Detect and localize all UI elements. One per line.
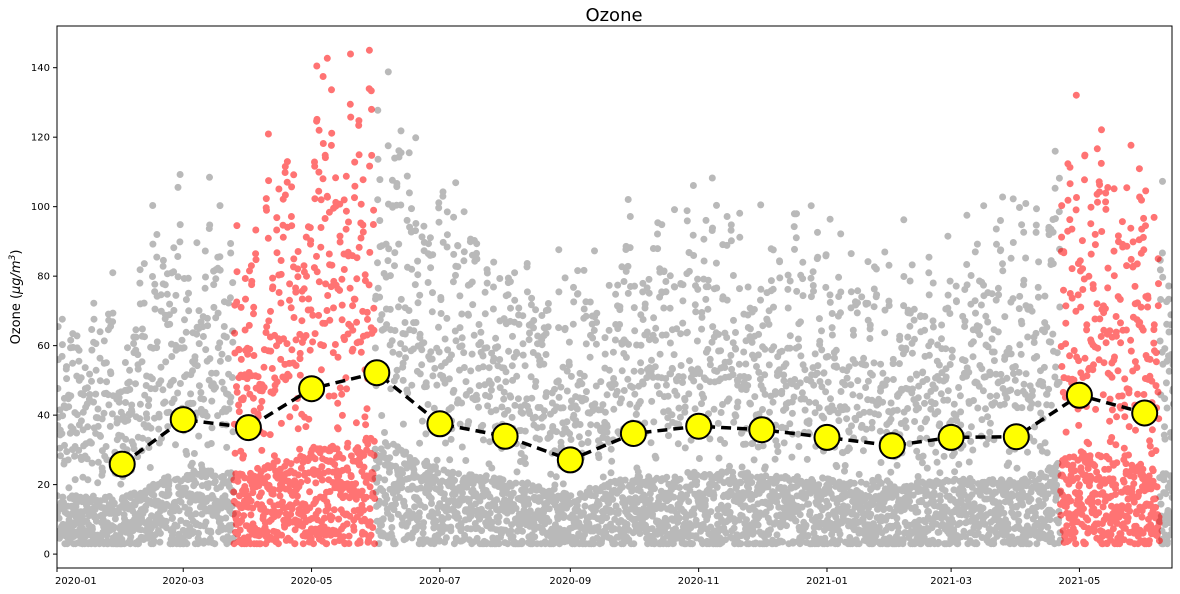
monthly-mean-marker-2020-09-01 — [556, 446, 584, 474]
y-axis-title: Ozone (μg/m3) — [8, 250, 24, 345]
y-tick-label-100: 100 — [31, 202, 50, 213]
x-tick-label-2021-03: 2021-03 — [930, 576, 972, 587]
x-tick-label-2020-01: 2020-01 — [55, 576, 97, 587]
y-tick-label-140: 140 — [31, 63, 50, 74]
plot-area — [57, 46, 1172, 548]
y-axis-title-unit: μg/m — [9, 260, 24, 295]
monthly-mean-marker-2021-03-01 — [937, 423, 965, 451]
x-axis: 2020-01 2020-03 2020-05 2020-07 2020-09 2020-… — [55, 568, 1100, 587]
monthly-mean-marker-2021-06-01 — [1131, 399, 1159, 427]
monthly-mean-marker-2020-04-01 — [234, 414, 262, 442]
y-axis-title-exp: 3 — [8, 254, 18, 260]
y-axis: 0 20 40 60 80 100 120 140 — [31, 63, 57, 561]
hourly-scatter-grey — [57, 68, 1172, 548]
monthly-mean-marker-2021-01-01 — [813, 423, 841, 451]
y-tick-label-120: 120 — [31, 133, 50, 144]
x-tick-label-2021-05: 2021-05 — [1059, 576, 1101, 587]
hourly-scatter-red — [230, 46, 1163, 548]
hourly-scatter-grey-points — [57, 68, 1172, 548]
monthly-mean-marker-2021-02-01 — [878, 432, 906, 460]
x-tick-label-2020-09: 2020-09 — [549, 576, 591, 587]
y-tick-label-20: 20 — [37, 480, 50, 491]
x-tick-label-2020-05: 2020-05 — [291, 576, 333, 587]
monthly-mean-marker-2020-10-01 — [619, 420, 647, 447]
y-tick-label-40: 40 — [37, 411, 50, 422]
x-tick-label-2020-11: 2020-11 — [678, 576, 720, 587]
monthly-mean-marker-2020-05-01 — [298, 375, 326, 403]
x-tick-label-2020-07: 2020-07 — [419, 576, 461, 587]
y-tick-label-0: 0 — [44, 550, 50, 561]
plot-frame — [56, 25, 1173, 569]
chart-title: Ozone — [585, 5, 642, 26]
x-tick-label-2021-01: 2021-01 — [806, 576, 848, 587]
monthly-mean-marker-2020-12-01 — [748, 416, 776, 444]
y-axis-title-text: Ozone ( — [9, 294, 24, 344]
monthly-mean-marker-2020-06-01 — [363, 359, 391, 387]
y-tick-label-80: 80 — [37, 272, 50, 283]
monthly-mean-marker-2021-05-01 — [1065, 381, 1093, 409]
monthly-mean-marker-2020-03-01 — [169, 406, 197, 434]
monthly-mean-marker-2020-02-01 — [108, 450, 136, 478]
y-axis-title-close: ) — [9, 250, 24, 255]
monthly-mean-marker-2020-11-01 — [685, 412, 713, 440]
monthly-mean-marker-2020-08-01 — [491, 422, 519, 450]
monthly-mean-marker-2021-04-01 — [1002, 423, 1030, 451]
x-tick-label-2020-03: 2020-03 — [162, 576, 204, 587]
monthly-mean-markers — [108, 359, 1159, 478]
hourly-scatter-red-points — [230, 46, 1163, 548]
y-tick-label-60: 60 — [37, 341, 50, 352]
monthly-mean-marker-2020-07-01 — [426, 410, 454, 438]
